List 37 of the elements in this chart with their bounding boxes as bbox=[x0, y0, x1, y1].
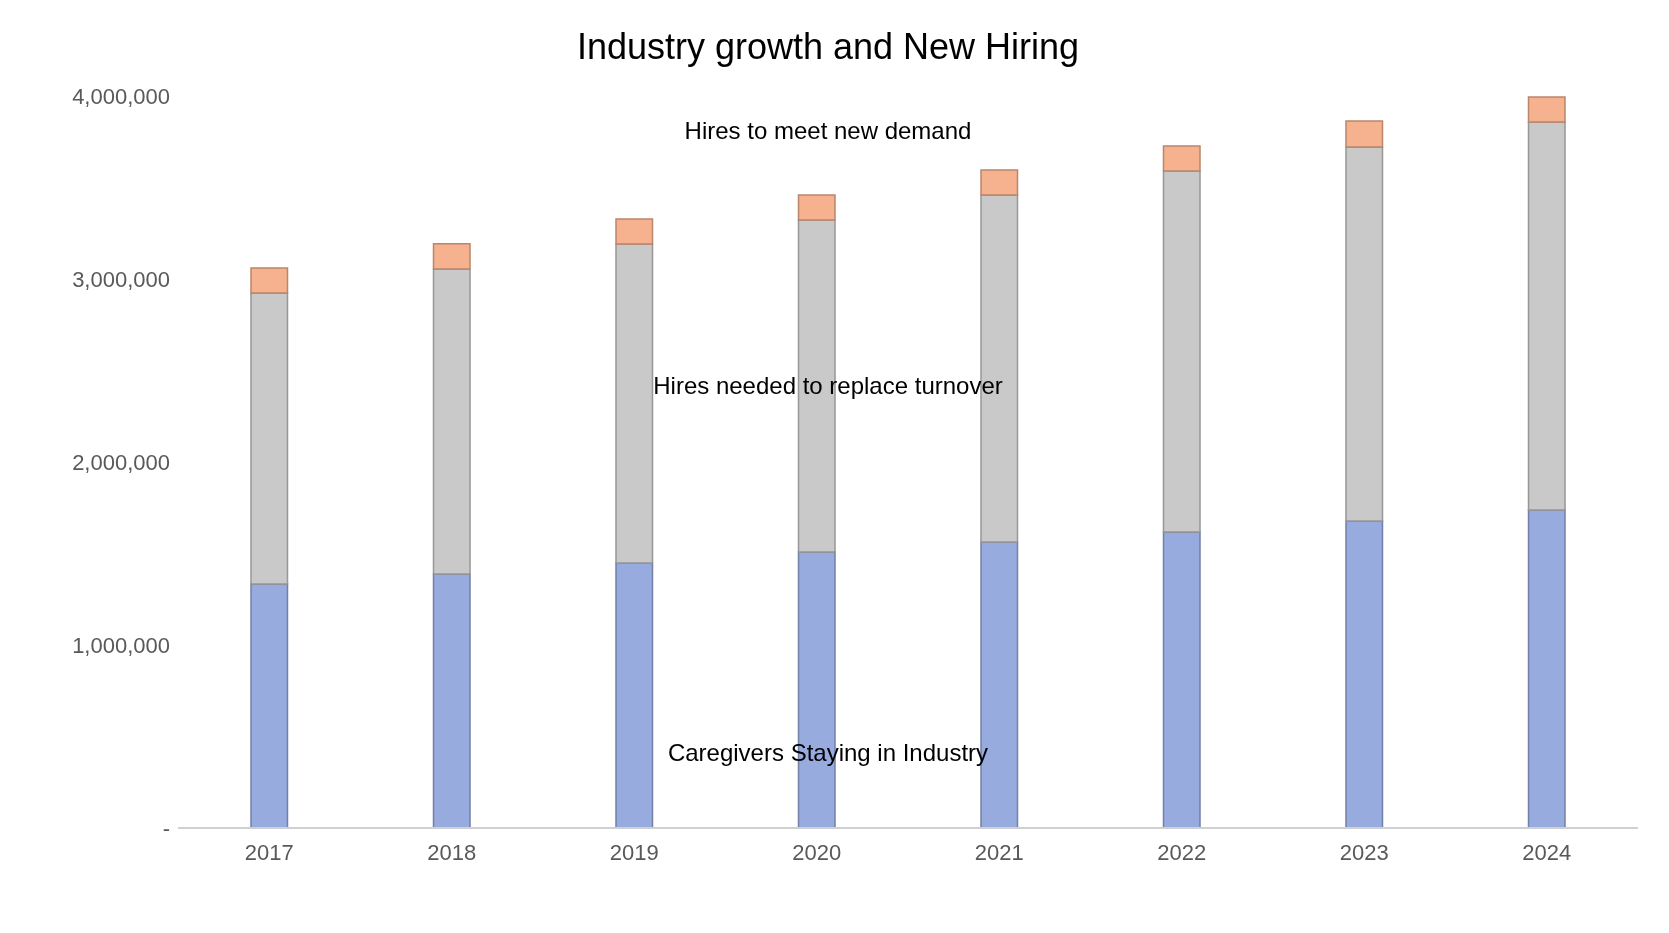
bar bbox=[1162, 531, 1201, 828]
bar bbox=[980, 169, 1019, 196]
bar bbox=[432, 243, 471, 270]
y-tick-label: 2,000,000 bbox=[72, 449, 170, 475]
bar bbox=[432, 573, 471, 828]
series-label: Hires to meet new demand bbox=[683, 117, 973, 145]
bar bbox=[1345, 146, 1384, 522]
x-tick-label: 2017 bbox=[244, 839, 294, 865]
x-tick-label: 2023 bbox=[1339, 839, 1389, 865]
x-tick-label: 2024 bbox=[1522, 839, 1572, 865]
bar bbox=[1345, 120, 1384, 148]
bar bbox=[615, 243, 654, 564]
y-tick-label: 4,000,000 bbox=[72, 83, 170, 109]
bar bbox=[250, 292, 289, 585]
bar bbox=[432, 268, 471, 575]
bar bbox=[615, 562, 654, 828]
x-tick-label: 2022 bbox=[1157, 839, 1207, 865]
bar bbox=[250, 267, 289, 294]
bar bbox=[1345, 520, 1384, 828]
series-label: Hires needed to replace turnover bbox=[652, 372, 1004, 401]
series-label: Caregivers Staying in Industry bbox=[666, 739, 990, 768]
x-tick-label: 2019 bbox=[609, 839, 659, 865]
bar bbox=[1527, 509, 1566, 828]
x-tick-label: 2018 bbox=[427, 839, 477, 865]
bar bbox=[1527, 121, 1566, 511]
y-tick-label: 3,000,000 bbox=[72, 266, 170, 292]
x-tick-label: 2021 bbox=[974, 839, 1024, 865]
bar bbox=[797, 194, 836, 221]
y-tick-label: - bbox=[162, 815, 170, 841]
y-tick-label: 1,000,000 bbox=[72, 632, 170, 658]
bar bbox=[1527, 96, 1566, 123]
bar bbox=[1162, 170, 1201, 533]
bar bbox=[250, 583, 289, 828]
x-tick-label: 2020 bbox=[792, 839, 842, 865]
chart-title: Industry growth and New Hiring bbox=[575, 26, 1081, 68]
bar bbox=[1162, 145, 1201, 172]
bar bbox=[615, 218, 654, 245]
